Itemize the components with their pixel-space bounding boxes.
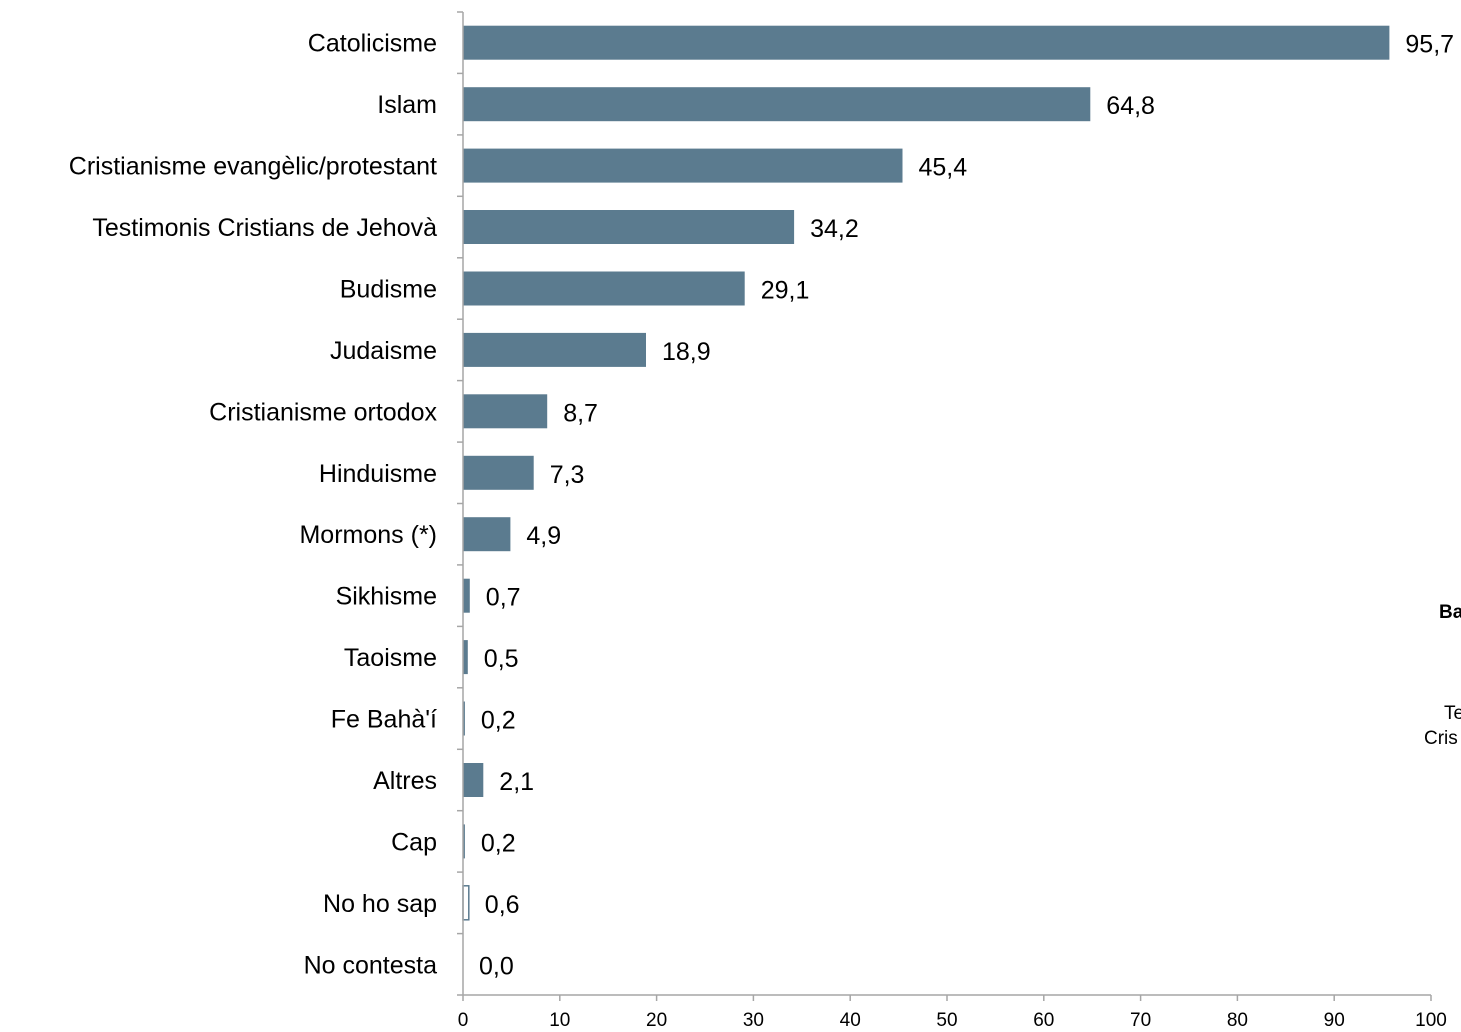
axes-layer — [457, 11, 1432, 1001]
value-label-12: 0,2 — [481, 707, 516, 735]
bar-2 — [463, 87, 1091, 122]
category-label-13: Altres — [373, 767, 437, 795]
value-label-13: 2,1 — [499, 768, 534, 796]
category-label-7: Cristianisme ortodox — [209, 398, 437, 426]
category-label-4: Testimonis Cristians de Jehovà — [92, 214, 437, 242]
bar-11 — [463, 640, 468, 675]
value-label-9: 4,9 — [526, 522, 561, 550]
cut-off-text-3: Cris — [1424, 728, 1458, 749]
x-tick-label-5: 50 — [936, 1010, 957, 1031]
x-tick-label-8: 80 — [1227, 1010, 1248, 1031]
x-tick-label-9: 90 — [1324, 1010, 1345, 1031]
bars-layer — [462, 25, 1390, 921]
category-label-16: No contesta — [304, 951, 438, 979]
category-label-6: Judaisme — [330, 337, 437, 365]
value-label-4: 34,2 — [810, 215, 859, 243]
bar-12 — [463, 701, 465, 736]
bar-6 — [463, 332, 646, 367]
x-tick-label-7: 70 — [1130, 1010, 1151, 1031]
category-label-10: Sikhisme — [336, 583, 437, 611]
cut-off-text-1: Ba — [1439, 602, 1461, 623]
x-tick-label-4: 40 — [840, 1010, 861, 1031]
value-label-2: 64,8 — [1106, 92, 1155, 120]
value-label-10: 0,7 — [486, 584, 521, 612]
bar-4 — [463, 210, 795, 244]
value-label-1: 95,7 — [1405, 31, 1454, 59]
value-label-14: 0,2 — [481, 829, 516, 857]
category-label-11: Taoisme — [344, 644, 437, 672]
bar-8 — [463, 455, 534, 490]
bar-13 — [463, 763, 484, 797]
value-label-3: 45,4 — [919, 154, 968, 182]
category-label-14: Cap — [391, 828, 437, 856]
category-label-15: No ho sap — [323, 890, 437, 918]
value-labels-layer: 95,7 64,8 45,4 34,2 29,1 18,9 8,7 7,3 4,9 0,7 0,5 0… — [479, 31, 1454, 981]
bar-5 — [463, 271, 745, 306]
category-label-1: Catolicisme — [308, 30, 437, 58]
value-label-15: 0,6 — [485, 891, 520, 919]
bar-9 — [463, 517, 511, 552]
x-tick-label-2: 20 — [646, 1010, 667, 1031]
category-label-12: Fe Bahà'í — [331, 706, 437, 734]
x-tick-label-0: 0 — [458, 1010, 469, 1031]
bar-7 — [463, 394, 548, 429]
x-tick-label-6: 60 — [1033, 1010, 1054, 1031]
bar-15 — [462, 885, 470, 921]
value-label-11: 0,5 — [484, 645, 519, 673]
value-label-16: 0,0 — [479, 952, 514, 980]
bar-3 — [463, 148, 903, 183]
category-label-8: Hinduisme — [319, 460, 437, 488]
x-tick-label-3: 30 — [743, 1010, 764, 1031]
x-tick-label-10: 100 — [1415, 1010, 1447, 1031]
value-label-8: 7,3 — [550, 461, 585, 489]
cut-off-text-2: Te — [1444, 703, 1461, 724]
value-label-6: 18,9 — [662, 338, 711, 366]
category-label-3: Cristianisme evangèlic/protestant — [69, 153, 437, 181]
category-label-5: Budisme — [340, 276, 437, 304]
bar-14 — [463, 824, 465, 859]
value-label-5: 29,1 — [761, 277, 810, 305]
category-label-2: Islam — [377, 91, 437, 119]
category-labels-layer: Catolicisme Islam Cristianisme evangèlic/p… — [69, 30, 438, 980]
bar-10 — [463, 578, 470, 613]
x-tick-label-1: 10 — [549, 1010, 570, 1031]
tick-labels-layer: 0 10 20 30 40 50 60 70 80 90 100 — [458, 1010, 1447, 1031]
value-label-7: 8,7 — [563, 399, 598, 427]
category-label-9: Mormons (*) — [299, 521, 437, 549]
bar-1 — [463, 25, 1390, 60]
